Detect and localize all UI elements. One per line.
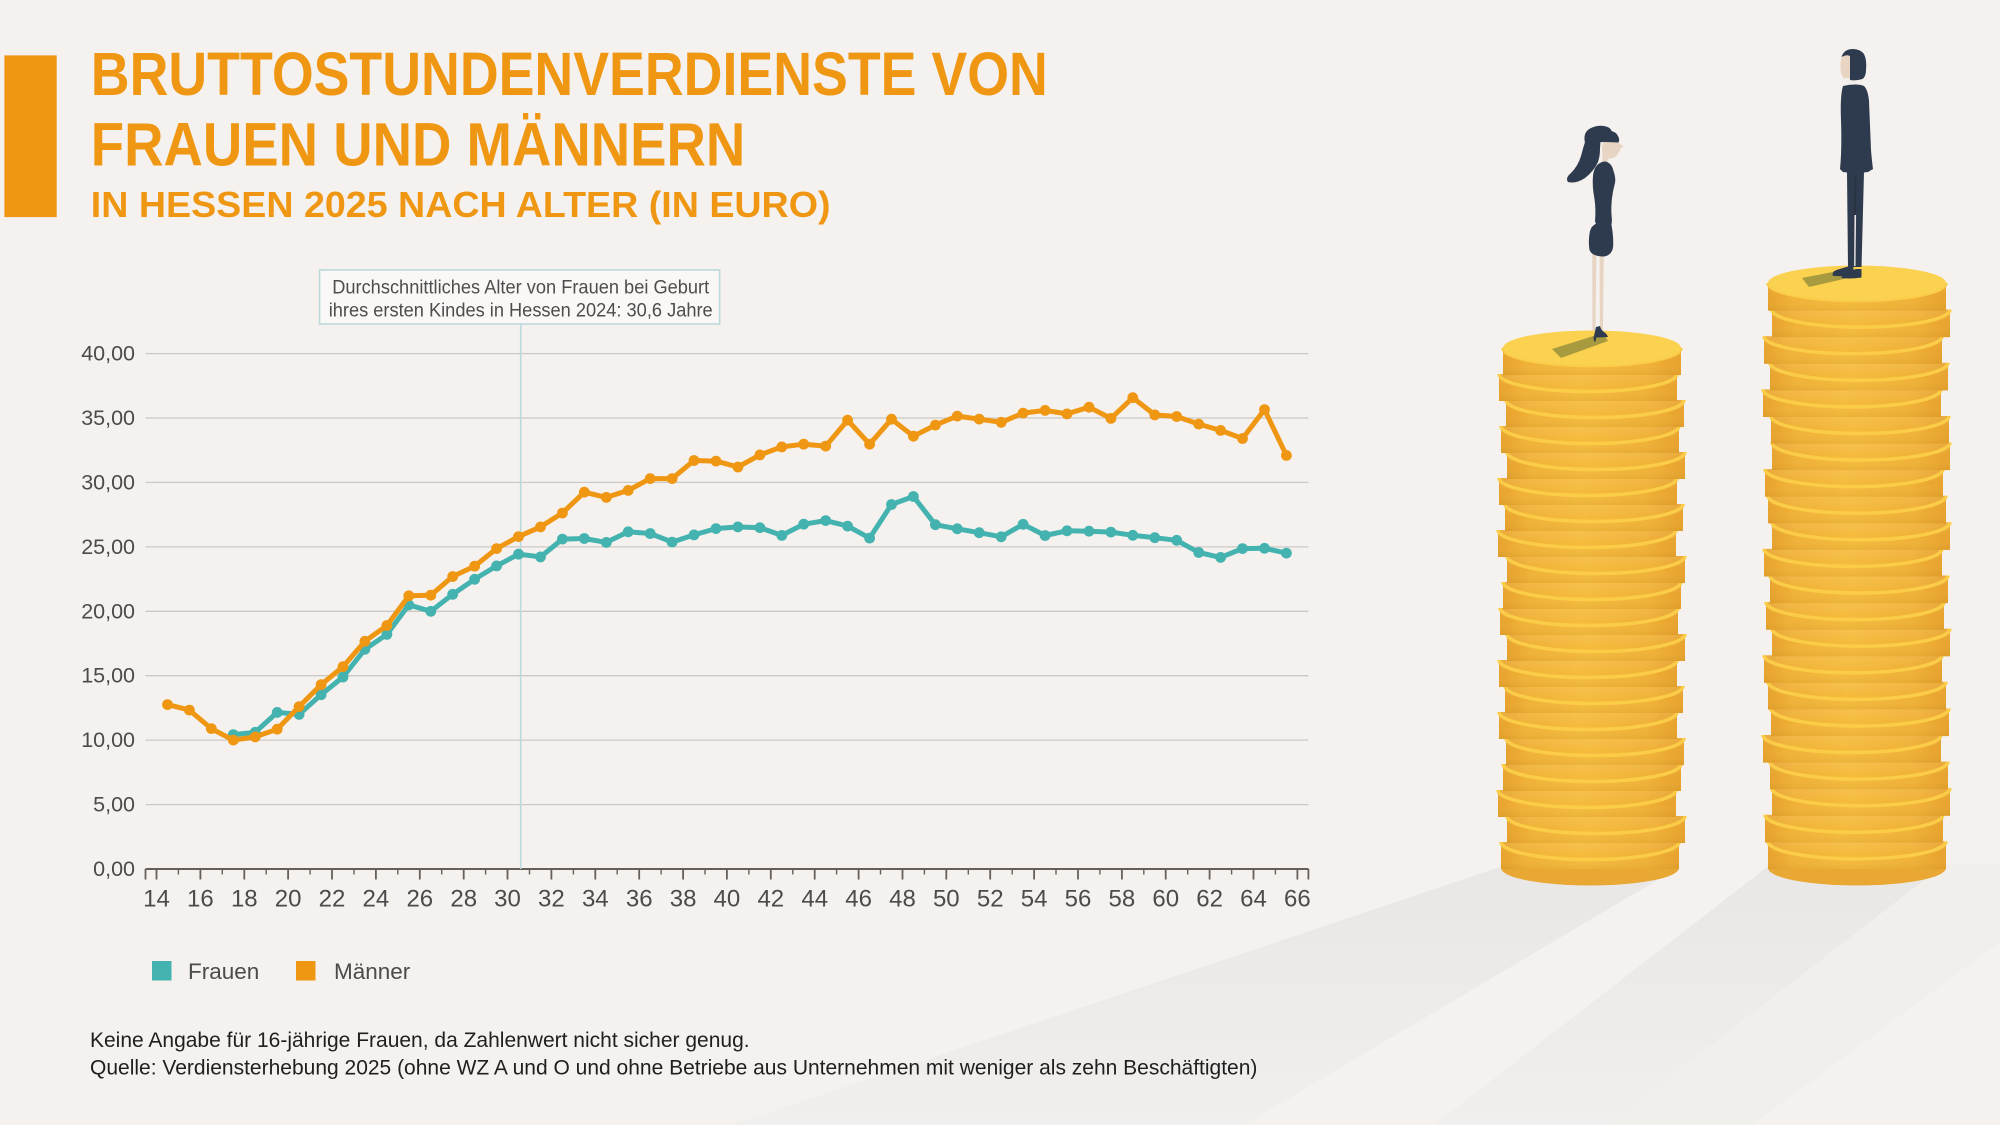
svg-text:15,00: 15,00 [81, 664, 135, 688]
svg-text:54: 54 [1021, 886, 1048, 913]
svg-text:20: 20 [275, 886, 302, 913]
svg-text:Männer: Männer [334, 959, 411, 984]
svg-text:Keine Angabe für 16-jährige Fr: Keine Angabe für 16-jährige Frauen, da Z… [90, 1029, 750, 1052]
svg-text:24: 24 [363, 886, 390, 913]
svg-text:30,00: 30,00 [81, 470, 135, 494]
svg-text:32: 32 [538, 886, 565, 913]
svg-text:46: 46 [845, 886, 872, 913]
svg-text:20,00: 20,00 [81, 599, 135, 623]
svg-text:0,00: 0,00 [93, 857, 135, 881]
svg-text:18: 18 [231, 886, 258, 913]
svg-text:35,00: 35,00 [81, 406, 135, 430]
svg-text:25,00: 25,00 [81, 535, 135, 559]
svg-text:30: 30 [494, 886, 521, 913]
svg-text:10,00: 10,00 [81, 728, 135, 752]
svg-text:BRUTTOSTUNDENVERDIENSTE VON: BRUTTOSTUNDENVERDIENSTE VON [91, 40, 1048, 109]
svg-text:Frauen: Frauen [188, 959, 259, 984]
svg-text:Durchschnittliches Alter von F: Durchschnittliches Alter von Frauen bei … [332, 278, 710, 299]
svg-text:5,00: 5,00 [93, 793, 135, 817]
svg-text:28: 28 [450, 886, 477, 913]
svg-text:58: 58 [1109, 886, 1136, 913]
svg-text:52: 52 [977, 886, 1004, 913]
svg-text:ihres ersten Kindes in Hessen: ihres ersten Kindes in Hessen 2024: 30,6… [329, 301, 713, 322]
svg-text:38: 38 [670, 886, 697, 913]
svg-text:40,00: 40,00 [81, 342, 135, 366]
svg-text:40: 40 [714, 886, 741, 913]
svg-text:42: 42 [757, 886, 784, 913]
svg-text:64: 64 [1240, 886, 1267, 913]
svg-text:FRAUEN UND MÄNNERN: FRAUEN UND MÄNNERN [91, 110, 746, 179]
svg-text:14: 14 [143, 886, 170, 913]
svg-text:16: 16 [187, 886, 214, 913]
svg-text:60: 60 [1152, 886, 1179, 913]
svg-text:62: 62 [1196, 886, 1223, 913]
svg-text:22: 22 [319, 886, 346, 913]
svg-text:56: 56 [1065, 886, 1092, 913]
svg-text:26: 26 [406, 886, 433, 913]
svg-text:IN HESSEN 2025 NACH ALTER (IN: IN HESSEN 2025 NACH ALTER (IN EURO) [91, 184, 831, 225]
svg-text:50: 50 [933, 886, 960, 913]
svg-text:34: 34 [582, 886, 609, 913]
svg-text:44: 44 [801, 886, 828, 913]
svg-text:36: 36 [626, 886, 653, 913]
svg-text:48: 48 [889, 886, 916, 913]
svg-text:Quelle: Verdiensterhebung 2025: Quelle: Verdiensterhebung 2025 (ohne WZ … [90, 1057, 1257, 1080]
svg-text:66: 66 [1284, 886, 1311, 913]
